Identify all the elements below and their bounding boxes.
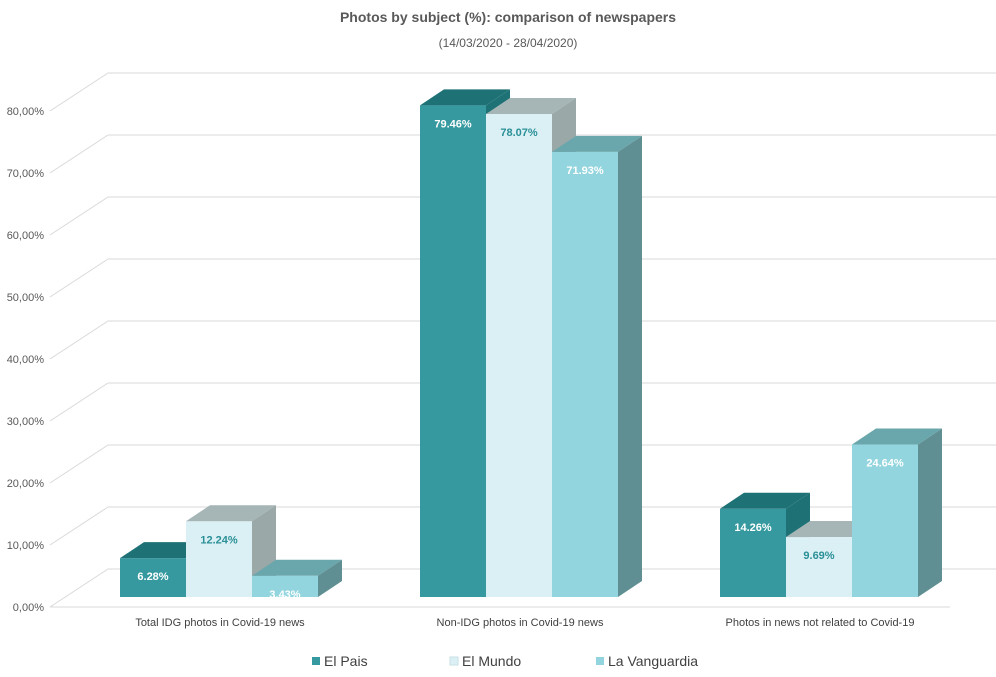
bar-top [252, 559, 342, 576]
bar-side [618, 135, 642, 598]
legend-label: El Mundo [462, 653, 521, 669]
gridline-depth [49, 134, 109, 174]
gridline-depth [49, 196, 109, 236]
legend-item: La Vanguardia [596, 653, 698, 669]
legend-label: La Vanguardia [608, 653, 698, 669]
y-tick-label: 20,00% [7, 478, 45, 490]
y-axis-ticks: 0,00% 10,00% 20,00% 30,00% 40,00% 50,00% 60,00… [7, 106, 45, 614]
y-tick-label: 10,00% [7, 540, 45, 552]
data-label: 9.69% [803, 550, 834, 562]
chart-subtitle: (14/03/2020 - 28/04/2020) [439, 36, 578, 50]
x-category-label: Photos in news not related to Covid-19 [726, 617, 915, 629]
bar-top [186, 505, 276, 522]
legend-item: El Mundo [449, 653, 521, 669]
data-label: 6.28% [137, 571, 168, 583]
gridline-depth [49, 382, 109, 422]
bars [120, 89, 942, 598]
legend-swatch [312, 657, 320, 665]
bar-top [552, 135, 642, 152]
y-tick-label: 50,00% [7, 292, 45, 304]
bar-top [720, 492, 810, 509]
gridline-depth [49, 72, 109, 112]
bar [552, 135, 642, 598]
data-labels: 6.28% 12.24% 3.43% 79.46% 78.07% 71.93% 14.26%… [137, 118, 903, 600]
y-tick-label: 70,00% [7, 168, 45, 180]
y-tick-label: 80,00% [7, 106, 45, 118]
legend-label: El Pais [324, 653, 368, 669]
y-tick-label: 40,00% [7, 354, 45, 366]
bar-top [486, 97, 576, 114]
bar [852, 428, 942, 597]
bar [186, 505, 276, 597]
bar-front [252, 575, 318, 597]
gridline-depth [49, 568, 109, 608]
data-label: 12.24% [200, 534, 238, 546]
data-label: 24.64% [866, 458, 904, 470]
legend-item: El Pais [312, 653, 368, 669]
bar-front [852, 444, 918, 597]
legend-swatch [449, 656, 459, 666]
bar-top [852, 428, 942, 445]
gridline-depth [49, 506, 109, 546]
data-label: 3.43% [269, 589, 300, 601]
data-label: 71.93% [566, 165, 604, 177]
bar-front [720, 508, 786, 597]
bar [252, 559, 342, 597]
bar-front [552, 151, 618, 598]
x-axis-categories: Total IDG photos in Covid-19 news Non-IDG… [135, 617, 914, 629]
bar-top [420, 89, 510, 106]
gridline-depth [49, 258, 109, 298]
bar-front [486, 113, 552, 598]
y-tick-label: 60,00% [7, 230, 45, 242]
legend-swatch [596, 657, 604, 665]
gridline-depth [49, 320, 109, 360]
y-tick-label: 30,00% [7, 416, 45, 428]
data-label: 14.26% [734, 522, 772, 534]
bar-side [918, 428, 942, 597]
bar-front [120, 558, 186, 597]
bar-front [420, 105, 486, 597]
y-tick-label: 0,00% [13, 602, 44, 614]
x-category-label: Total IDG photos in Covid-19 news [135, 617, 305, 629]
chart-title: Photos by subject (%): comparison of new… [340, 9, 676, 25]
bar-side [318, 559, 342, 597]
data-label: 79.46% [434, 118, 472, 130]
gridline-depth [49, 444, 109, 484]
bar-front [786, 537, 852, 597]
legend: El Pais El Mundo La Vanguardia [312, 653, 698, 669]
x-category-label: Non-IDG photos in Covid-19 news [437, 617, 604, 629]
data-label: 78.07% [500, 127, 538, 139]
bar-front [186, 521, 252, 597]
